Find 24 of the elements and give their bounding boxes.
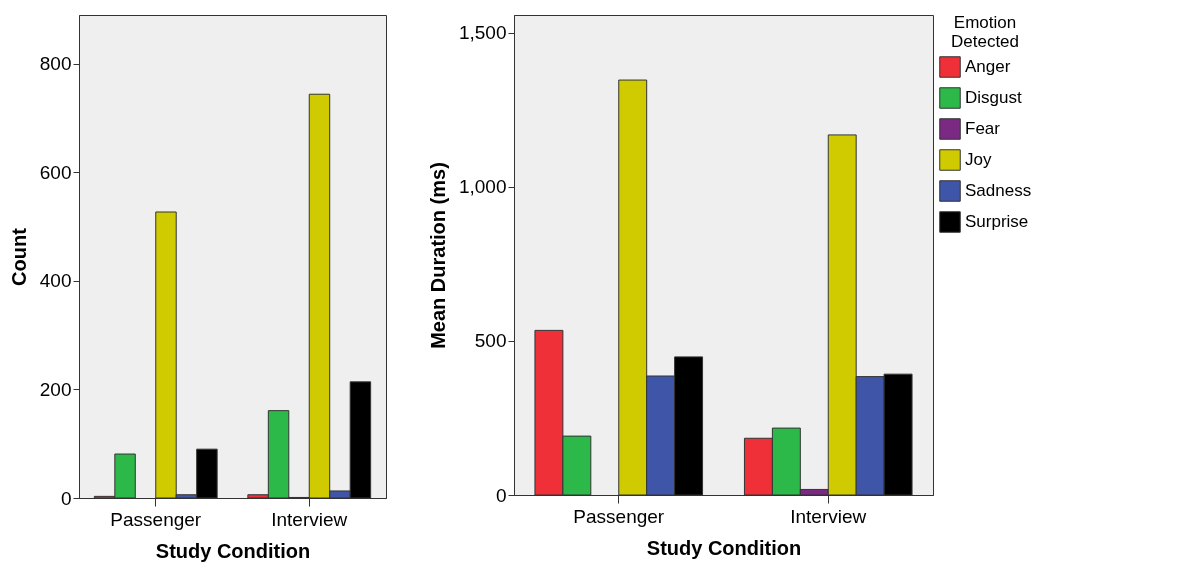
y-tick-label: 0: [495, 484, 507, 506]
legend-label: Joy: [965, 150, 992, 169]
y-tick-label: 200: [39, 378, 72, 400]
y-tick-label: 0: [60, 487, 72, 509]
x-tick-label: Interview: [790, 505, 867, 527]
x-tick-label: Passenger: [573, 505, 665, 527]
x-tick-label: Passenger: [110, 508, 202, 530]
legend-label: Fear: [965, 119, 1001, 138]
y-axis-title: Count: [7, 227, 30, 286]
y-axis-title: Mean Duration (ms): [426, 162, 449, 349]
legend-label: Disgust: [965, 88, 1022, 107]
legend-label: Surprise: [965, 212, 1029, 231]
x-axis-title: Study Condition: [646, 536, 802, 559]
y-tick-label: 1,000: [458, 176, 507, 198]
y-tick-label: 800: [39, 53, 72, 75]
legend-title: Emotion Detected: [950, 13, 1020, 51]
y-tick-label: 400: [39, 270, 72, 292]
y-tick-label: 1,500: [458, 22, 507, 44]
y-tick-label: 600: [39, 161, 72, 183]
legend-label: Sadness: [965, 181, 1032, 200]
y-tick-label: 500: [474, 330, 507, 352]
x-tick-label: Interview: [271, 508, 348, 530]
legend-label: Anger: [965, 57, 1011, 76]
x-axis-title: Study Condition: [155, 539, 311, 562]
